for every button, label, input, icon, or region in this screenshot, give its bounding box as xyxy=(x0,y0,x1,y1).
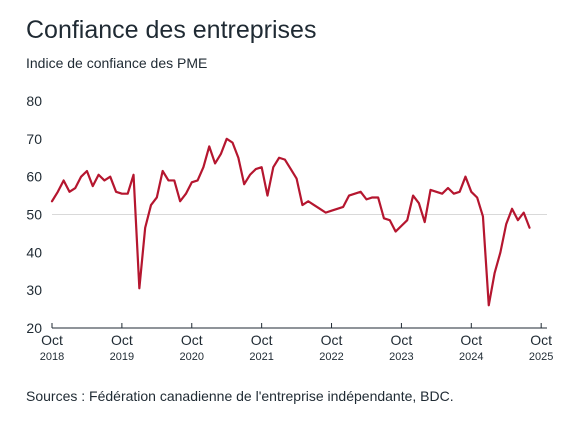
x-tick-year-2023: 2023 xyxy=(389,351,413,363)
y-tick-label-60: 60 xyxy=(26,169,42,185)
x-tick-year-2025: 2025 xyxy=(529,351,553,363)
x-tick-month-2019: Oct xyxy=(111,332,133,348)
x-tick-month-2023: Oct xyxy=(391,332,413,348)
x-tick-year-2024: 2024 xyxy=(459,351,483,363)
source-note: Sources : Fédération canadienne de l'ent… xyxy=(26,388,454,404)
y-tick-label-40: 40 xyxy=(26,244,42,260)
x-tick-year-2021: 2021 xyxy=(249,351,273,363)
x-tick-year-2019: 2019 xyxy=(110,351,134,363)
x-tick-year-2022: 2022 xyxy=(319,351,343,363)
y-tick-label-20: 20 xyxy=(26,320,42,336)
x-tick-year-2018: 2018 xyxy=(40,351,64,363)
x-tick-month-2020: Oct xyxy=(181,332,203,348)
x-tick-month-2025: Oct xyxy=(530,332,552,348)
x-axis xyxy=(51,323,547,329)
x-tick-month-2024: Oct xyxy=(460,332,482,348)
series-group xyxy=(50,137,531,307)
x-tick-month-2021: Oct xyxy=(251,332,273,348)
series-line-0 xyxy=(50,137,531,307)
y-tick-label-80: 80 xyxy=(26,93,42,109)
y-tick-label-30: 30 xyxy=(26,282,42,298)
chart-subtitle: Indice de confiance des PME xyxy=(26,55,208,71)
y-tick-label-50: 50 xyxy=(26,207,42,223)
chart-title: Confiance des entreprises xyxy=(26,16,317,44)
x-tick-year-2020: 2020 xyxy=(180,351,204,363)
y-axis: 80 70 60 50 40 30 20 xyxy=(26,93,42,336)
x-tick-month-2018: Oct xyxy=(41,332,63,348)
x-tick-month-2022: Oct xyxy=(321,332,343,348)
x-axis-tick-labels: Oct 2018 Oct 2019 Oct 2020 Oct 2021 Oct 2022 Oct 20… xyxy=(40,332,554,363)
y-tick-label-70: 70 xyxy=(26,131,42,147)
